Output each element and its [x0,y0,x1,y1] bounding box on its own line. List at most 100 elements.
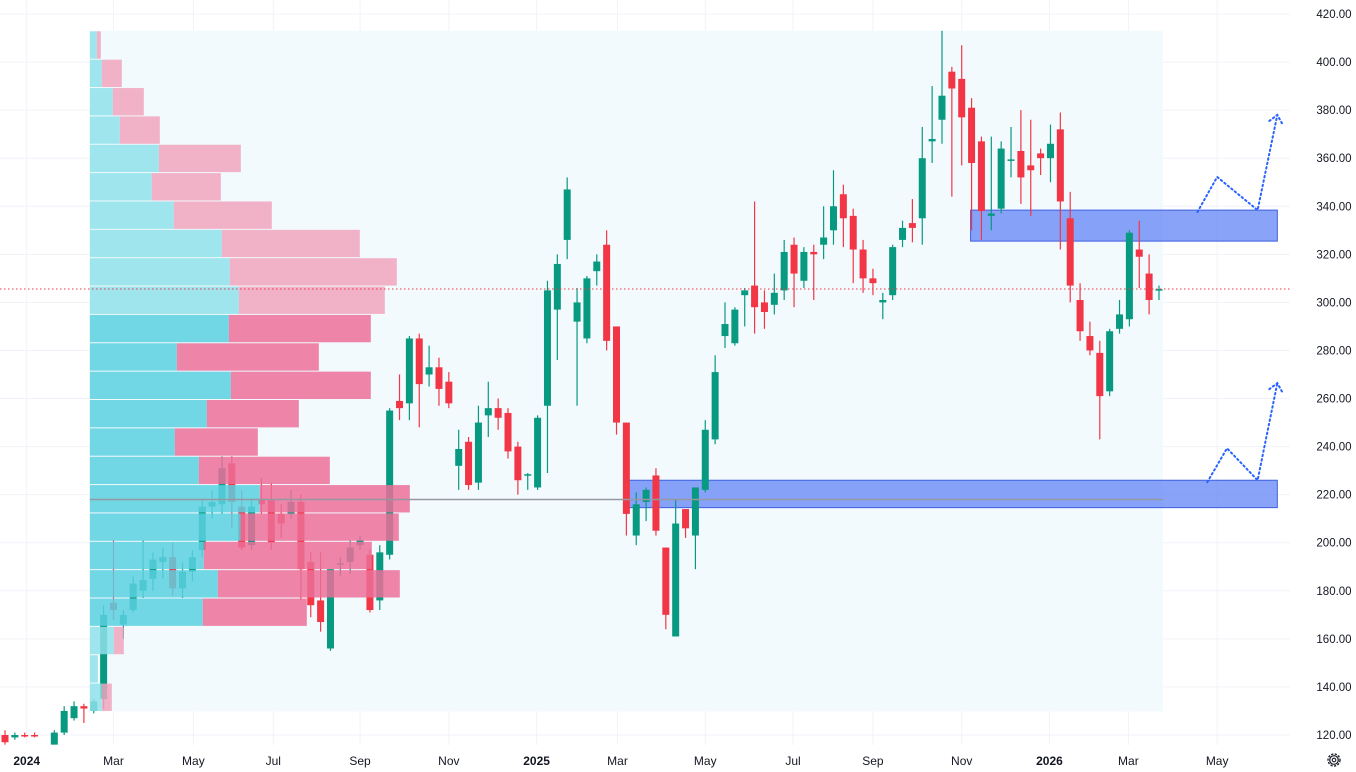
candle [1066,191,1074,303]
candle [553,254,561,361]
candle [711,355,719,445]
candle-body [326,569,334,649]
price-tick-label: 160.00 [1316,634,1351,646]
time-tick-label: May [182,754,205,768]
candle [425,345,433,387]
candle [829,170,837,245]
candle-body [1145,273,1153,300]
time-tick-label: Jul [266,754,281,768]
candle-body [573,302,581,322]
volume-profile-up-bar [89,229,222,258]
volume-profile-up-bar [89,456,199,485]
candle-body [405,338,413,404]
time-tick-label: Sep [349,754,371,768]
volume-profile-down-bar [173,201,272,229]
price-tick-label: 360.00 [1316,153,1351,165]
volume-profile-up-bar [89,88,113,116]
zones[interactable] [626,209,1278,509]
support-resistance-zone[interactable] [970,209,1278,242]
volume-profile-down-bar [230,371,371,399]
candle [504,408,512,459]
volume-profile-up-bar [89,31,97,59]
candle-body [829,206,837,231]
candle-body [553,263,561,310]
price-axis[interactable]: 420.00 400.00 380.00 360.00 340.00 320.00 300.… [1316,9,1351,742]
candle-body [1017,150,1025,178]
candle [839,184,847,248]
candle [563,177,571,260]
candle-body [908,223,916,228]
volume-profile-down-bar [228,314,371,343]
candle [642,487,650,522]
candle-body [583,278,591,339]
volume-profile-up-bar [89,258,230,286]
time-axis[interactable]: 2024 Mar May Jul Sep Nov 2025 Mar May Jul Sep Nov 20… [13,754,1228,768]
candle [1017,110,1025,204]
candle [662,547,670,630]
candle [908,199,916,243]
candle-body [938,95,946,120]
candle-body [701,429,709,490]
candle [573,287,581,406]
candle-body [1037,153,1045,159]
candle-body [1106,331,1114,392]
candle [958,45,966,166]
candle-body [563,189,571,240]
candle-body [879,299,887,303]
volume-profile-up-bar [89,314,229,343]
price-tick-label: 220.00 [1316,490,1351,502]
arrowhead-icon [1268,381,1284,394]
candle-body [652,475,660,531]
candle-body [11,735,19,738]
candle-body [593,261,601,272]
candle [1056,112,1064,250]
candle-body [632,504,640,536]
candle [810,244,818,300]
candle [731,307,739,346]
price-tick-label: 380.00 [1316,105,1351,117]
candle [484,381,492,437]
candle-body [1066,218,1074,286]
candle [396,374,404,421]
price-tick-label: 420.00 [1316,9,1351,21]
price-tick-label: 140.00 [1316,682,1351,694]
candle-body [1155,289,1163,291]
candle [50,730,58,745]
candle-body [918,158,926,219]
candle-body [1135,249,1143,257]
candle [849,208,857,284]
candle [879,292,887,320]
candle-body [711,372,719,440]
time-tick-label: Jul [785,754,800,768]
candle [622,422,630,536]
candle [1076,283,1084,341]
candle-body [810,251,818,255]
candle-body [691,487,699,536]
candle-body [1076,299,1084,332]
candle-body [31,735,39,737]
overlays [0,113,1290,501]
candle-body [790,244,798,274]
candle [1086,321,1094,356]
volume-profile-down-bar [206,399,299,428]
support-resistance-zone[interactable] [626,479,1278,509]
candle-body [889,247,897,296]
candle [741,287,749,327]
volume-profile-down-bar [112,88,144,116]
candle [1125,230,1133,327]
candle-body [455,449,463,466]
candle [11,732,19,740]
candle-body [1086,336,1094,351]
candle-body [760,302,768,313]
price-tick-label: 260.00 [1316,394,1351,406]
volume-profile-up-bar [89,59,102,88]
price-tick-label: 300.00 [1316,297,1351,309]
candle [455,429,463,490]
volume-profile-down-bar [176,343,319,371]
candle [672,499,680,637]
gear-icon[interactable] [1327,753,1341,767]
candle [682,509,690,538]
volume-profile-down-bar [151,173,221,201]
candle-body [731,309,739,344]
